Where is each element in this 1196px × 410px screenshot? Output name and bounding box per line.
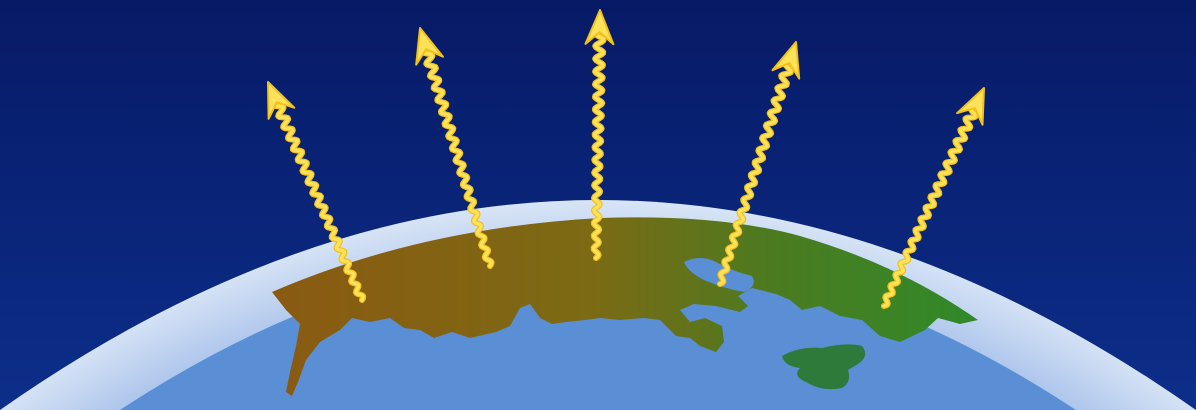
arrow-head-icon — [584, 9, 615, 46]
arrow-head-icon — [267, 81, 296, 120]
arrow-head-icon — [415, 27, 444, 66]
arrow-head-icon — [956, 87, 985, 126]
continent-land — [272, 217, 978, 396]
wavy-up-arrow-icon — [882, 104, 978, 308]
wavy-up-arrow-icon — [271, 98, 365, 302]
radiation-arrows — [267, 9, 985, 309]
island-land — [782, 344, 866, 390]
wavy-up-arrow-icon — [420, 45, 494, 268]
arrow-head-icon — [771, 41, 801, 80]
wavy-up-arrow-icon — [591, 28, 606, 260]
wavy-up-arrow-icon — [718, 59, 793, 286]
